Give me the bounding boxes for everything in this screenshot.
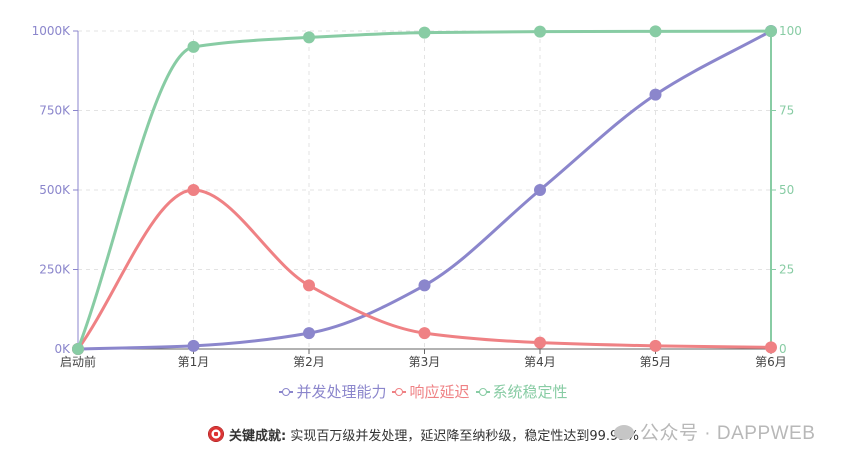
data-point [418,327,431,340]
grid-lines [78,30,771,349]
data-point [418,279,431,292]
legend-label: 响应延迟 [409,383,470,401]
watermark-text: 公众号 · DAPPWEB [640,423,816,444]
footer-note: 关键成就: 实现百万级并发处理，延迟降至纳秒级，稳定性达到99.95% [0,425,847,444]
x-tick-label: 第2月 [293,355,325,369]
legend-marker-icon [392,387,407,397]
series-layer [72,25,777,355]
line-chart: 0K 250K 500K 750K 1000K 0 25 50 75 100 启动前 第1月 第2月 第3… [32,24,802,369]
data-point [534,25,546,38]
data-point [187,339,200,352]
legend-item[interactable]: 响应延迟 [392,381,470,402]
x-tick-label: 第4月 [524,355,556,369]
x-tick-label: 第5月 [640,355,672,369]
x-tick-label: 第1月 [178,355,210,369]
y-left-tick-label: 750K [39,104,71,118]
legend-label: 并发处理能力 [296,383,387,401]
y-left-tick-label: 0K [54,342,71,356]
data-point [534,184,546,196]
series-2 [72,184,777,355]
data-point [534,336,546,349]
data-point [187,184,200,196]
legend-label: 系统稳定性 [492,383,568,401]
wechat-icon [614,425,634,440]
legend: 并发处理能力 响应延迟 系统稳定性 [0,381,847,402]
axes: 0K 250K 500K 750K 1000K 0 25 50 75 100 启动前 第1月 第2月 第3… [32,24,802,369]
data-point [649,88,662,101]
data-point [187,40,200,53]
data-point [765,341,777,354]
data-point [418,26,431,39]
data-point [649,339,662,352]
data-point [72,343,84,355]
y-left-tick-label: 250K [39,263,71,277]
y-right-tick-label: 0 [779,342,787,356]
x-tick-label: 第6月 [755,355,787,369]
y-right-tick-label: 75 [779,104,794,118]
data-point [649,25,662,38]
footer-text: 实现百万级并发处理，延迟降至纳秒级，稳定性达到99.95% [290,429,639,444]
legend-item[interactable]: 系统稳定性 [475,381,568,402]
y-left-tick-label: 500K [39,183,71,197]
data-point [303,279,315,292]
x-tick-label: 第3月 [409,355,441,369]
legend-marker-icon [279,387,294,397]
x-tick-label: 启动前 [60,354,96,369]
footer-label: 关键成就: [229,429,287,444]
target-icon [208,426,225,442]
data-point [303,31,315,44]
legend-item[interactable]: 并发处理能力 [279,381,386,402]
y-right-tick-label: 100 [779,24,802,38]
watermark: 公众号 · DAPPWEB [614,418,815,445]
y-right-tick-label: 25 [779,263,794,277]
legend-marker-icon [475,387,490,397]
y-right-tick-label: 50 [779,183,794,197]
series-3 [72,25,777,355]
data-point [765,25,777,38]
data-point [303,327,315,340]
y-left-tick-label: 1000K [32,24,72,38]
